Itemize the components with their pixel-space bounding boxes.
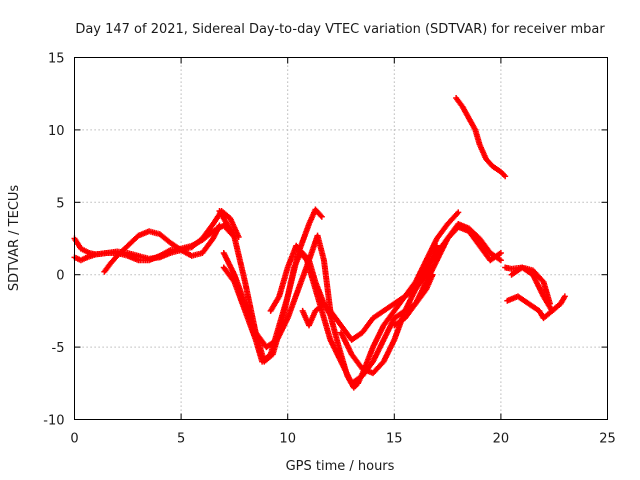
data-marker: [305, 222, 312, 229]
data-marker: [487, 160, 494, 167]
data-marker: [241, 306, 248, 313]
data-marker: [155, 254, 162, 261]
data-marker: [500, 171, 507, 178]
data-marker: [294, 287, 301, 294]
data-marker: [284, 295, 291, 302]
data-marker: [275, 323, 282, 330]
data-series: [504, 293, 564, 322]
data-marker: [290, 266, 297, 273]
x-tick-label: 10: [279, 432, 296, 447]
x-tick-label: 25: [599, 432, 616, 447]
data-marker: [303, 254, 310, 261]
y-tick-label: -5: [52, 341, 65, 356]
x-axis-label: GPS time / hours: [286, 459, 395, 474]
data-marker: [230, 232, 237, 239]
data-marker: [556, 301, 563, 308]
data-marker: [561, 294, 568, 301]
data-marker: [546, 299, 553, 306]
chart-title: Day 147 of 2021, Sidereal Day-to-day VTE…: [75, 22, 605, 37]
data-marker: [122, 244, 129, 251]
y-axis-label: SDTVAR / TECUs: [7, 185, 22, 292]
data-marker: [476, 139, 483, 146]
data-marker: [343, 371, 350, 378]
data-series: [391, 221, 504, 329]
data-marker: [155, 230, 162, 237]
plot-frame: [74, 57, 608, 420]
y-tick-label: 10: [48, 124, 65, 139]
data-series: [508, 264, 553, 307]
x-tick-label: 0: [70, 432, 78, 447]
data-series: [101, 222, 223, 275]
x-tick-label: 5: [177, 432, 185, 447]
x-tick-label: 20: [493, 432, 510, 447]
data-marker: [496, 256, 503, 263]
data-marker: [112, 255, 119, 262]
data-marker: [454, 210, 461, 217]
data-marker: [252, 335, 259, 342]
data-marker: [133, 234, 140, 241]
data-marker: [326, 310, 333, 317]
data-marker: [326, 335, 333, 342]
data-marker: [496, 250, 503, 257]
y-tick-label: 15: [48, 52, 65, 67]
data-marker: [317, 212, 324, 219]
data-marker: [471, 125, 478, 132]
data-marker: [215, 223, 222, 230]
data-marker: [297, 247, 304, 254]
y-tick-label: 5: [56, 196, 64, 211]
data-marker: [82, 255, 89, 262]
data-marker: [474, 233, 481, 240]
data-marker: [284, 266, 291, 273]
data-marker: [275, 294, 282, 301]
y-tick-label: 0: [56, 269, 64, 284]
data-layer: [71, 95, 568, 391]
data-marker: [84, 249, 91, 256]
data-series: [453, 95, 509, 180]
y-tick-label: -10: [43, 414, 64, 429]
data-marker: [186, 244, 193, 251]
grid-layer: [74, 57, 608, 420]
data-marker: [311, 277, 318, 284]
data-marker: [316, 211, 323, 218]
data-marker: [353, 381, 360, 388]
data-marker: [335, 342, 342, 349]
data-marker: [165, 250, 172, 257]
x-tick-label: 15: [386, 432, 403, 447]
data-marker: [133, 252, 140, 259]
axis-layer: 0 5 10 15 20 25 -10 -5 0 5 10 15: [43, 52, 616, 447]
